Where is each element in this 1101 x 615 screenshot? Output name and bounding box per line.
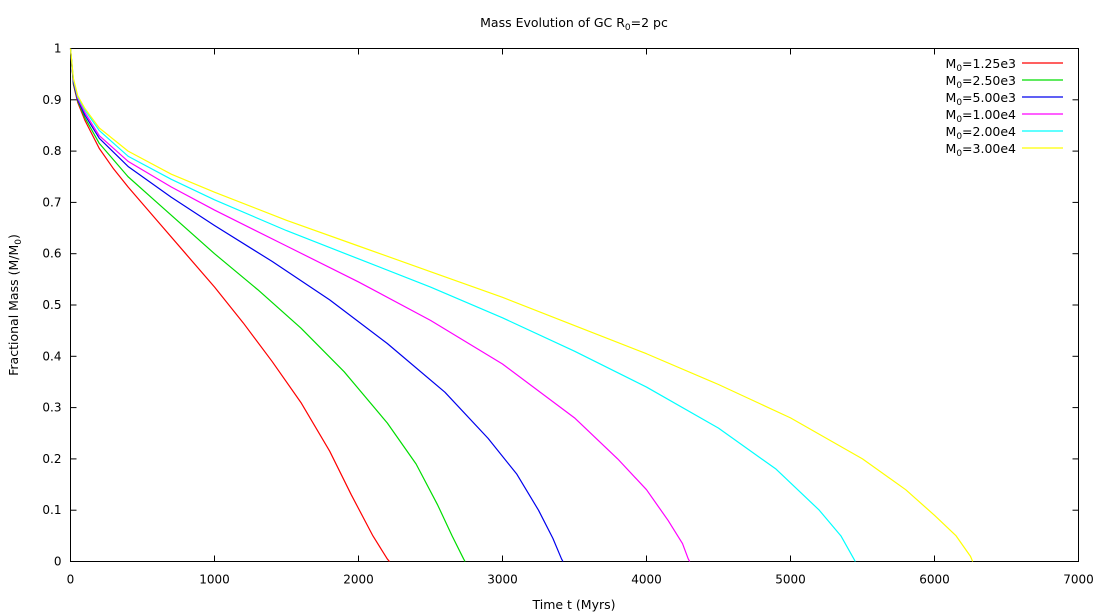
chart-title: Mass Evolution of GC R0=2 pc: [480, 15, 668, 33]
series-line-1: [69, 48, 390, 562]
legend: M0=1.25e3M0=2.50e3M0=5.00e3M0=1.00e4M0=2…: [946, 56, 1063, 159]
y-tick-label: 0.7: [42, 195, 61, 209]
y-tick-label: 0.2: [42, 452, 61, 466]
series-line-6: [69, 48, 974, 562]
x-axis-label: Time t (Myrs): [531, 597, 615, 612]
y-axis-ticks: 0 0.1 0.2 0.3 0.4 0.5 0.6 0.7 0.8 0.9 1: [42, 42, 1079, 569]
legend-label-5: M0=2.00e4: [946, 124, 1017, 142]
legend-label-4: M0=1.00e4: [946, 107, 1017, 125]
x-tick-label: 3000: [487, 573, 518, 587]
legend-label-6: M0=3.00e4: [946, 141, 1017, 159]
y-tick-label: 0.9: [42, 93, 61, 107]
legend-label-2: M0=2.50e3: [946, 73, 1016, 91]
x-tick-label: 1000: [199, 573, 230, 587]
series-line-5: [69, 48, 856, 562]
y-tick-label: 0.6: [42, 247, 61, 261]
x-tick-label: 4000: [631, 573, 662, 587]
series-line-2: [69, 48, 466, 562]
x-tick-label: 6000: [919, 573, 950, 587]
series-line-4: [69, 48, 691, 562]
x-tick-label: 5000: [775, 573, 806, 587]
legend-label-1: M0=1.25e3: [946, 56, 1016, 74]
y-tick-label: 0: [54, 555, 62, 569]
plot-frame: [70, 48, 1079, 562]
y-tick-label: 0.8: [42, 144, 61, 158]
x-tick-label: 7000: [1063, 573, 1094, 587]
y-tick-label: 0.4: [42, 349, 61, 363]
series-lines: [69, 48, 974, 562]
x-axis-ticks: 0 1000 2000 3000 4000 5000 6000 7000: [67, 48, 1094, 587]
series-line-3: [69, 48, 564, 562]
y-tick-label: 0.5: [42, 298, 61, 312]
y-tick-label: 0.1: [42, 503, 61, 517]
legend-label-3: M0=5.00e3: [946, 90, 1016, 108]
x-tick-label: 2000: [343, 573, 374, 587]
y-axis-label: Fractional Mass (M/M0): [6, 234, 24, 376]
y-tick-label: 1: [54, 42, 62, 56]
y-tick-label: 0.3: [42, 401, 61, 415]
x-tick-label: 0: [67, 573, 75, 587]
